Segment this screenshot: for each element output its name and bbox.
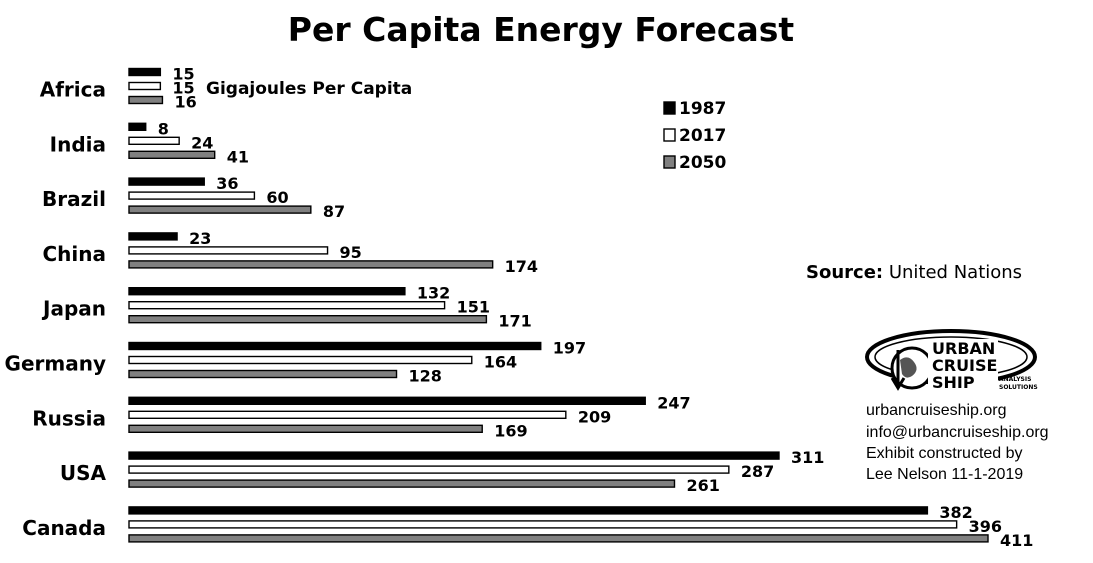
- credit-website: urbancruiseship.org: [866, 402, 1007, 419]
- logo-line-cruise: CRUISE: [932, 356, 997, 375]
- bar-usa-2017: [128, 465, 730, 474]
- bar-russia-2050: [128, 424, 483, 433]
- bar-germany-1987: [128, 341, 542, 351]
- legend: 1987 2017 2050: [663, 99, 726, 173]
- value-label-brazil-2017: 60: [266, 188, 288, 207]
- category-label-japan: Japan: [41, 297, 106, 321]
- category-label-brazil: Brazil: [42, 187, 106, 211]
- source-note: Source: United Nations: [806, 262, 1022, 283]
- bar-brazil-1987: [128, 177, 205, 186]
- value-label-africa-2017: 15: [172, 79, 194, 98]
- logo-text-bg: [928, 339, 998, 389]
- category-label-usa: USA: [60, 461, 107, 485]
- value-label-usa-2017: 287: [741, 462, 774, 481]
- bar-germany-2017: [128, 355, 473, 365]
- bar-india-1987: [128, 122, 147, 132]
- value-label-canada-2017: 396: [969, 517, 1002, 536]
- bars: [128, 67, 989, 543]
- credit-line-1: Exhibit constructed by: [866, 445, 1023, 462]
- value-label-japan-1987: 132: [417, 284, 450, 303]
- bar-canada-2050: [128, 534, 989, 543]
- value-label-africa-1987: 15: [172, 65, 194, 84]
- bar-japan-2050: [128, 315, 488, 324]
- value-label-india-2017: 24: [191, 133, 213, 152]
- bar-usa-1987: [128, 451, 780, 460]
- bar-usa-2050: [128, 479, 676, 488]
- bar-brazil-2050: [128, 205, 312, 214]
- bar-japan-2017: [128, 301, 446, 310]
- category-label-india: India: [50, 132, 106, 156]
- source-label: Source:: [806, 262, 883, 283]
- logo-line-urban: URBAN: [932, 339, 995, 358]
- source-text: United Nations: [889, 262, 1022, 283]
- value-label-usa-2050: 261: [686, 476, 719, 495]
- bar-russia-1987: [128, 396, 646, 405]
- urban-cruise-ship-logo: URBAN CRUISE SHIP ANALYSIS SOLUTIONS: [865, 329, 1038, 392]
- bar-china-2050: [128, 260, 494, 269]
- value-label-china-2017: 95: [340, 243, 362, 262]
- credit-line-2: Lee Nelson 11-1-2019: [866, 466, 1023, 483]
- value-label-russia-2017: 209: [578, 407, 611, 426]
- value-label-japan-2050: 171: [498, 312, 531, 331]
- value-label-canada-2050: 411: [1000, 531, 1033, 550]
- category-label-canada: Canada: [22, 516, 106, 540]
- legend-label-2050: 2050: [679, 153, 726, 173]
- anchor-icon: [890, 350, 906, 391]
- chart-title: Per Capita Energy Forecast: [288, 10, 795, 49]
- value-label-germany-2050: 128: [409, 367, 442, 386]
- logo-tag-solutions: SOLUTIONS: [999, 384, 1038, 391]
- logo-tag-analysis: ANALYSIS: [999, 376, 1031, 383]
- logo-line-ship: SHIP: [932, 373, 975, 392]
- bar-africa-2017: [128, 81, 162, 91]
- bar-china-1987: [128, 232, 178, 241]
- category-label-china: China: [42, 242, 106, 266]
- value-label-india-2050: 41: [227, 147, 249, 166]
- legend-swatch-2017: [663, 128, 676, 142]
- bar-russia-2017: [128, 410, 567, 419]
- category-label-africa: Africa: [40, 78, 106, 102]
- value-label-brazil-2050: 87: [323, 202, 345, 221]
- value-label-india-1987: 8: [158, 119, 169, 138]
- category-labels: Africa India Brazil China Japan Germany Russia…: [5, 78, 107, 540]
- value-label-russia-2050: 169: [494, 421, 527, 440]
- value-label-germany-2017: 164: [484, 353, 517, 372]
- value-labels: 1515168244136608723951741321511711971641…: [158, 65, 1034, 550]
- bar-india-2050: [128, 150, 216, 160]
- value-label-brazil-1987: 36: [216, 174, 238, 193]
- value-label-canada-1987: 382: [939, 503, 972, 522]
- bar-china-2017: [128, 246, 329, 255]
- unit-label: Gigajoules Per Capita: [206, 79, 412, 99]
- bar-india-2017: [128, 136, 180, 146]
- credit-email: info@urbancruiseship.org: [866, 424, 1049, 441]
- value-label-germany-1987: 197: [553, 339, 586, 358]
- bar-africa-2050: [128, 95, 164, 105]
- category-label-russia: Russia: [32, 406, 106, 430]
- value-label-africa-2050: 16: [174, 93, 196, 112]
- value-label-china-2050: 174: [505, 257, 538, 276]
- legend-swatch-1987: [663, 101, 676, 115]
- legend-swatch-2050: [663, 155, 676, 169]
- bar-germany-2050: [128, 369, 398, 379]
- bar-canada-2017: [128, 520, 958, 529]
- value-label-russia-1987: 247: [657, 393, 690, 412]
- value-label-china-1987: 23: [189, 229, 211, 248]
- bar-japan-1987: [128, 287, 406, 296]
- bar-brazil-2017: [128, 191, 256, 200]
- legend-label-1987: 1987: [679, 99, 726, 119]
- globe-land-icon: [900, 357, 917, 378]
- legend-label-2017: 2017: [679, 126, 726, 146]
- value-label-usa-1987: 311: [791, 448, 824, 467]
- bar-canada-1987: [128, 506, 929, 515]
- bar-africa-1987: [128, 67, 162, 77]
- value-label-japan-2017: 151: [457, 298, 490, 317]
- category-label-germany: Germany: [5, 352, 106, 376]
